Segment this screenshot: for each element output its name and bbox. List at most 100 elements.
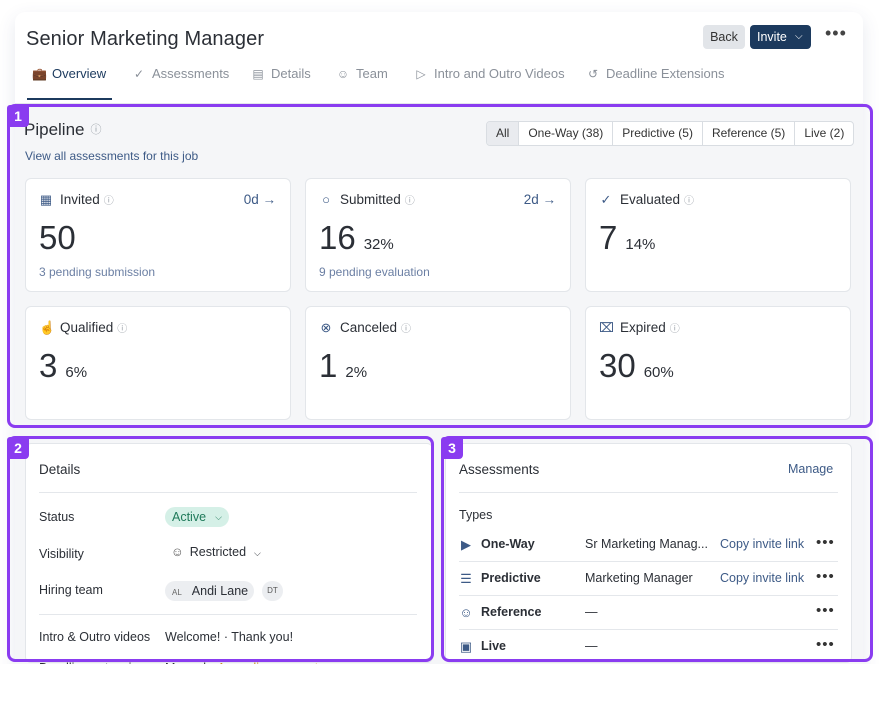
assessment-value: Sr Marketing Manag... [585,537,708,551]
status-dropdown[interactable]: Active ⌵ [165,507,229,527]
stat-card-expired[interactable]: ⌧ Expired ⓘ 30 60% [585,306,851,420]
stat-label: ▦ Invited ⓘ [39,192,114,208]
info-icon[interactable]: ⓘ [404,196,415,207]
member-name: Andi Lane [191,584,249,598]
tab-assessments[interactable]: ✓ Assessments [132,66,229,86]
filter-one-way[interactable]: One-Way (38) [519,122,614,145]
view-all-assessments-link[interactable]: View all assessments for this job [25,149,199,163]
pipeline-title-text: Pipeline [24,120,85,139]
stat-count: 3 [39,347,58,384]
tab-intro-outro-videos[interactable]: ▷ Intro and Outro Videos [414,66,565,86]
avatar: AL [172,588,182,597]
filter-all[interactable]: All [487,122,520,145]
more-options-icon[interactable]: ••• [816,568,835,585]
details-panel [25,443,433,663]
highlight-box-details [7,436,434,662]
stat-count: 1 [319,347,338,384]
intro-outro-value: Welcome! · Thank you! [165,630,294,644]
stat-value: 7 14% [599,219,655,257]
calendar-x-icon: ⌧ [599,320,614,335]
highlight-box-assessments [441,436,873,662]
stat-card-submitted[interactable]: ○ Submitted ⓘ 2d → 16 32% 9 pending evaluat… [305,178,571,292]
team-member-chip[interactable]: AL Andi Lane [165,581,254,601]
stat-label-text: Submitted [340,192,401,207]
tab-deadline-extensions[interactable]: ↺ Deadline Extensions [586,66,725,86]
page-title: Senior Marketing Manager [26,28,265,50]
visibility-value: Restricted [189,545,247,559]
pipeline-filter-group: All One-Way (38) Predictive (5) Referenc… [486,121,855,146]
stat-label: ⌧ Expired ⓘ [599,320,680,336]
stat-percent: 14% [625,236,656,253]
info-icon[interactable]: ⓘ [669,324,680,335]
stat-value: 1 2% [319,347,367,385]
tab-label: Details [271,66,311,81]
assessment-type-name: One-Way [481,537,535,551]
visibility-dropdown[interactable]: ☺ Restricted ⌵ [171,545,261,559]
tab-label: Intro and Outro Videos [434,66,565,81]
assessment-value: — [585,639,598,653]
copy-invite-link[interactable]: Copy invite link [720,537,805,551]
stat-card-evaluated[interactable]: ✓ Evaluated ⓘ 7 14% [585,178,851,292]
info-icon[interactable]: ⓘ [103,196,114,207]
stat-age-link[interactable]: 0d → [243,192,276,207]
tab-team[interactable]: ☺ Team [336,66,388,86]
manage-link[interactable]: Manage [788,462,834,476]
tab-label: Assessments [152,66,230,81]
divider [459,595,838,596]
stat-percent: 32% [363,236,394,253]
chevron-down-icon: ⌵ [795,31,803,42]
x-circle-icon: ⊗ [320,320,332,335]
stat-count: 50 [39,219,76,256]
stat-percent: 60% [643,364,674,381]
team-icon: ☺ [336,67,350,81]
stat-subtext-link[interactable]: 3 pending submission [39,265,156,279]
more-options-icon[interactable]: ••• [816,636,835,653]
intro-outro-label: Intro & Outro videos [39,630,151,644]
stat-card-qualified[interactable]: ☝ Qualified ⓘ 3 6% [25,306,291,420]
chevron-down-icon: ⌵ [254,548,261,558]
more-options-icon[interactable]: ••• [816,534,835,551]
info-icon[interactable]: ⓘ [117,324,128,335]
highlight-label: 2 [7,437,29,459]
back-button[interactable]: Back [703,25,745,49]
stat-subtext-link[interactable]: 9 pending evaluation [319,265,430,279]
avatar[interactable]: DT [262,581,283,601]
tab-details[interactable]: ▤ Details [251,66,311,86]
filter-predictive[interactable]: Predictive (5) [613,122,703,145]
stat-card-canceled[interactable]: ⊗ Canceled ⓘ 1 2% [305,306,571,420]
tab-overview[interactable]: 💼 Overview [32,66,106,86]
page-bottom-fill [0,664,886,709]
stat-value: 30 60% [599,347,674,385]
history-icon: ↺ [587,67,599,81]
assessments-title: Assessments [459,462,540,477]
stat-label: ☝ Qualified ⓘ [39,320,127,336]
stat-percent: 6% [65,364,88,381]
info-icon[interactable]: ⓘ [684,196,695,207]
thumbs-up-icon: ☝ [39,320,56,335]
divider [39,614,417,615]
more-options-icon[interactable]: ••• [816,602,835,619]
visibility-label: Visibility [39,547,84,561]
briefcase-icon: 💼 [32,67,47,81]
invite-button[interactable]: Invite ⌵ [750,25,811,49]
filter-reference[interactable]: Reference (5) [703,122,796,145]
stat-label-text: Expired [620,320,666,335]
info-icon[interactable]: ⓘ [401,324,412,335]
chevron-down-icon: ⌵ [215,512,222,522]
people-icon: ☺ [171,545,184,559]
more-options-icon[interactable]: ••• [825,23,847,43]
stat-label: ○ Submitted ⓘ [319,192,415,207]
stat-card-invited[interactable]: ▦ Invited ⓘ 0d → 50 3 pending submission [25,178,291,292]
document-icon: ▤ [252,67,264,81]
filter-live[interactable]: Live (2) [804,126,845,140]
details-title: Details [39,462,81,477]
stat-label-text: Invited [60,192,100,207]
stat-percent: 2% [345,364,368,381]
circle-icon: ○ [322,192,330,207]
copy-invite-link[interactable]: Copy invite link [720,571,805,585]
stat-age-link[interactable]: 2d → [523,192,556,207]
info-icon[interactable]: ⓘ [90,124,102,136]
highlight-label: 1 [7,105,29,127]
assessments-panel [445,443,852,663]
stat-count: 30 [599,347,636,384]
